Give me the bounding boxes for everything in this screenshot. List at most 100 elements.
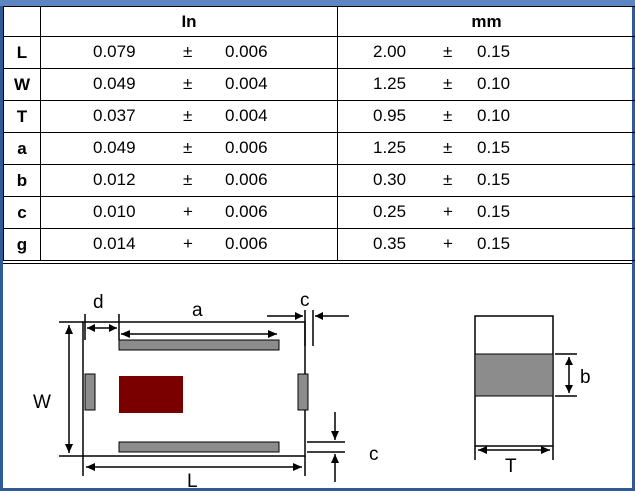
label-b: b [580, 367, 591, 388]
w-arrowhead-top [65, 325, 73, 334]
side-view-band [475, 354, 553, 396]
table-row: g 0.014 +0.006 0.35 +0.15 [4, 229, 635, 261]
a-arrowhead-left [121, 330, 130, 338]
mm-tolerance: 0.10 [477, 106, 510, 126]
table-row: T 0.037 ±0.004 0.95 ±0.10 [4, 101, 635, 133]
row-in-value: 0.012 ±0.006 [41, 165, 338, 197]
mm-tolerance: 0.15 [477, 234, 510, 254]
row-symbol: W [4, 69, 41, 101]
in-tolerance: 0.004 [225, 74, 268, 94]
b-arrowhead-bottom [565, 385, 573, 393]
mm-tolerance: 0.15 [477, 138, 510, 158]
t-arrowhead-left [478, 446, 487, 454]
row-in-value: 0.049 ±0.006 [41, 133, 338, 165]
row-mm-value: 0.25 +0.15 [338, 197, 635, 229]
mm-sign: ± [443, 138, 452, 158]
l-arrowhead-left [86, 463, 95, 471]
w-arrowhead-bottom [65, 444, 73, 453]
c-bottom-arrowhead-top [331, 431, 339, 440]
mm-sign: + [443, 234, 453, 254]
in-sign: ± [183, 138, 192, 158]
row-in-value: 0.049 ±0.004 [41, 69, 338, 101]
c-top-arrowhead-left [295, 312, 303, 320]
top-pad [119, 340, 279, 350]
row-symbol: T [4, 101, 41, 133]
l-arrowhead-right [293, 463, 302, 471]
dimension-diagram: d a c W c L [3, 263, 632, 489]
table-row: c 0.010 +0.006 0.25 +0.15 [4, 197, 635, 229]
row-mm-value: 1.25 ±0.15 [338, 133, 635, 165]
in-sign: ± [183, 170, 192, 190]
in-tolerance: 0.004 [225, 106, 268, 126]
in-nominal: 0.049 [93, 138, 136, 158]
row-symbol: g [4, 229, 41, 261]
label-w: W [33, 392, 51, 413]
mm-nominal: 0.25 [373, 202, 406, 222]
in-nominal: 0.010 [93, 202, 136, 222]
label-l: L [187, 471, 198, 489]
in-tolerance: 0.006 [225, 138, 268, 158]
mm-nominal: 2.00 [373, 42, 406, 62]
row-mm-value: 0.35 +0.15 [338, 229, 635, 261]
table-header-row: In mm [4, 7, 635, 37]
mm-nominal: 0.95 [373, 106, 406, 126]
header-symbol-cell [4, 7, 41, 37]
row-in-value: 0.079 ±0.006 [41, 37, 338, 69]
row-in-value: 0.014 +0.006 [41, 229, 338, 261]
mm-tolerance: 0.15 [477, 170, 510, 190]
mm-sign: + [443, 202, 453, 222]
bottom-pad [119, 442, 279, 452]
table-row: a 0.049 ±0.006 1.25 ±0.15 [4, 133, 635, 165]
label-a: a [192, 300, 203, 321]
in-sign: + [183, 202, 193, 222]
t-arrowhead-right [541, 446, 550, 454]
row-in-value: 0.037 ±0.004 [41, 101, 338, 133]
diagram-svg: d a c W c L [3, 264, 632, 489]
mm-nominal: 0.35 [373, 234, 406, 254]
table-row: b 0.012 ±0.006 0.30±0.15 [4, 165, 635, 197]
mm-tolerance: 0.10 [477, 74, 510, 94]
mm-tolerance: 0.15 [477, 42, 510, 62]
label-d: d [93, 292, 104, 313]
in-nominal: 0.079 [93, 42, 136, 62]
in-sign: ± [183, 42, 192, 62]
row-symbol: b [4, 165, 41, 197]
in-nominal: 0.012 [93, 170, 136, 190]
label-c-top: c [300, 290, 310, 311]
row-mm-value: 0.95 ±0.10 [338, 101, 635, 133]
row-in-value: 0.010 +0.006 [41, 197, 338, 229]
mm-sign: ± [443, 74, 452, 94]
in-nominal: 0.014 [93, 234, 136, 254]
c-bottom-arrowhead-bottom [331, 454, 339, 463]
a-arrowhead-right [268, 330, 277, 338]
in-nominal: 0.049 [93, 74, 136, 94]
left-pad [85, 374, 95, 410]
row-mm-value: 2.00 ±0.15 [338, 37, 635, 69]
in-sign: ± [183, 74, 192, 94]
mm-nominal: 1.25 [373, 74, 406, 94]
header-mm: mm [338, 7, 635, 37]
table-row: W 0.049 ±0.004 1.25 ±0.10 [4, 69, 635, 101]
mm-tolerance: 0.15 [477, 202, 510, 222]
mm-nominal: 1.25 [373, 138, 406, 158]
in-sign: + [183, 234, 193, 254]
row-mm-value: 0.30±0.15 [338, 165, 635, 197]
right-pad [298, 374, 308, 410]
b-arrowhead-top [565, 357, 573, 365]
mm-sign: ± [443, 106, 452, 126]
mm-sign: ± [443, 170, 452, 190]
in-nominal: 0.037 [93, 106, 136, 126]
in-tolerance: 0.006 [225, 42, 268, 62]
row-symbol: c [4, 197, 41, 229]
mm-sign: ± [443, 42, 452, 62]
in-sign: ± [183, 106, 192, 126]
d-arrowhead-right [109, 324, 117, 332]
in-tolerance: 0.006 [225, 170, 268, 190]
in-tolerance: 0.006 [225, 234, 268, 254]
d-arrowhead-left [87, 324, 95, 332]
element-block [119, 376, 183, 413]
row-symbol: a [4, 133, 41, 165]
in-tolerance: 0.006 [225, 202, 268, 222]
label-c-bottom: c [369, 444, 379, 465]
